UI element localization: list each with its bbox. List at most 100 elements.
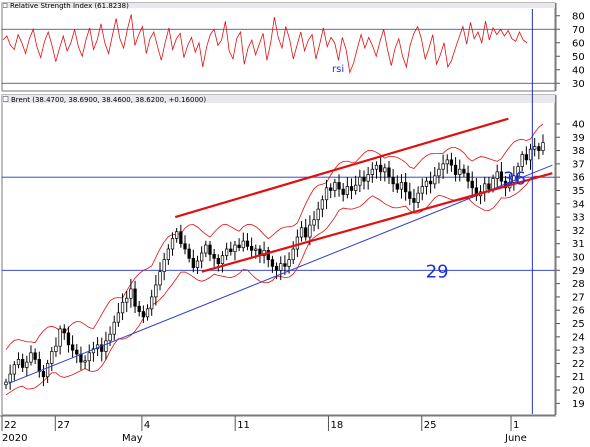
x-month-label-may: May: [122, 433, 143, 444]
candle-body: [299, 227, 304, 238]
candle-body: [4, 381, 8, 386]
candle-body: [87, 352, 91, 362]
candle-body: [108, 333, 112, 342]
candle-body: [466, 172, 470, 182]
candle-body: [70, 344, 75, 351]
candle-body: [470, 180, 474, 189]
price-candles: [4, 134, 545, 390]
candle-body: [187, 248, 191, 259]
bollinger-upper-band: [5, 123, 544, 350]
candle-body: [458, 168, 462, 175]
level-annotation-29: 29: [426, 261, 449, 282]
candle-body: [324, 187, 329, 201]
price-ytick-label: 33: [572, 213, 585, 224]
candle-body: [216, 257, 220, 265]
level-annotation-36: 36: [503, 169, 526, 190]
candle-body: [37, 359, 41, 372]
candle-body: [270, 259, 275, 267]
candle-body: [437, 168, 441, 177]
candle-body: [237, 244, 241, 249]
candle-body: [412, 198, 416, 203]
price-ytick-label: 24: [572, 332, 585, 343]
candle-body: [354, 184, 358, 191]
candle-body: [50, 351, 54, 364]
price-ytick-label: 28: [572, 279, 585, 290]
candle-body: [416, 192, 420, 203]
price-ytick-label: 34: [572, 199, 585, 210]
x-tick-label: 27: [57, 420, 70, 431]
candle-body: [29, 352, 33, 363]
candle-body: [183, 243, 187, 250]
candle-body: [229, 248, 233, 253]
candle-body: [41, 371, 46, 378]
candle-body: [25, 361, 29, 368]
candle-body: [141, 311, 146, 318]
candle-body: [495, 171, 499, 179]
candle-body: [129, 288, 133, 299]
candle-body: [170, 238, 175, 250]
candle-body: [150, 296, 154, 310]
candle-body: [120, 301, 125, 314]
price-ytick-label: 39: [572, 133, 585, 144]
price-ytick-label: 20: [572, 386, 585, 397]
rsi-ytick-label: 50: [572, 52, 585, 63]
candle-body: [533, 146, 537, 150]
candle-body: [516, 166, 520, 177]
candle-body: [491, 178, 495, 190]
candle-body: [403, 182, 408, 193]
price-ytick-label: 32: [572, 226, 585, 237]
candle-body: [391, 176, 395, 185]
price-panel: Brent (38.4700, 38.6900, 38.4600, 38.620…: [1, 94, 585, 416]
candle-body: [308, 224, 312, 238]
rsi-panel: Relative Strength Index (61.8238) 30 40 50…: [1, 2, 585, 92]
candle-body: [524, 154, 529, 161]
candle-body: [220, 255, 225, 265]
candle-body: [274, 265, 279, 271]
channel-lower-line: [201, 172, 553, 273]
rsi-ytick-label: 70: [572, 25, 585, 36]
candle-body: [283, 263, 287, 267]
x-tick-label: 11: [237, 420, 250, 431]
candle-body: [145, 308, 150, 318]
rsi-panel-icon[interactable]: [2, 3, 8, 8]
candle-body: [208, 244, 212, 255]
candle-body: [387, 167, 391, 178]
x-axis-ticks: 22 27 4 11 18 25 1: [1, 416, 519, 431]
candle-body: [408, 191, 412, 199]
candle-body: [62, 328, 66, 334]
candle-body: [175, 231, 179, 239]
candle-body: [349, 186, 354, 191]
price-ytick-label: 40: [572, 119, 585, 130]
candle-body: [166, 248, 170, 261]
candle-body: [345, 186, 350, 195]
candle-body: [445, 159, 449, 165]
candle-body: [66, 332, 71, 346]
candle-body: [487, 183, 491, 190]
candle-body: [420, 186, 424, 194]
rsi-series-line: [2, 14, 528, 74]
rsi-ytick-label: 30: [572, 79, 585, 90]
candle-body: [249, 246, 254, 251]
candle-body: [112, 321, 116, 335]
candle-body: [204, 244, 208, 254]
candle-body: [537, 146, 541, 151]
candle-body: [54, 345, 58, 352]
candle-body: [383, 167, 387, 173]
candle-body: [158, 271, 162, 286]
candle-body: [58, 328, 62, 347]
candle-body: [279, 263, 283, 271]
candle-body: [379, 164, 383, 173]
candle-body: [424, 180, 429, 187]
candle-body: [91, 348, 96, 354]
candle-body: [520, 154, 524, 167]
price-panel-icon[interactable]: [2, 96, 9, 102]
candle-body: [316, 208, 320, 221]
candle-body: [125, 297, 129, 303]
candle-body: [20, 359, 25, 368]
candle-body: [254, 248, 258, 251]
candle-body: [395, 183, 399, 190]
candle-body: [16, 359, 21, 366]
candle-body: [287, 259, 291, 267]
candle-body: [441, 163, 445, 170]
